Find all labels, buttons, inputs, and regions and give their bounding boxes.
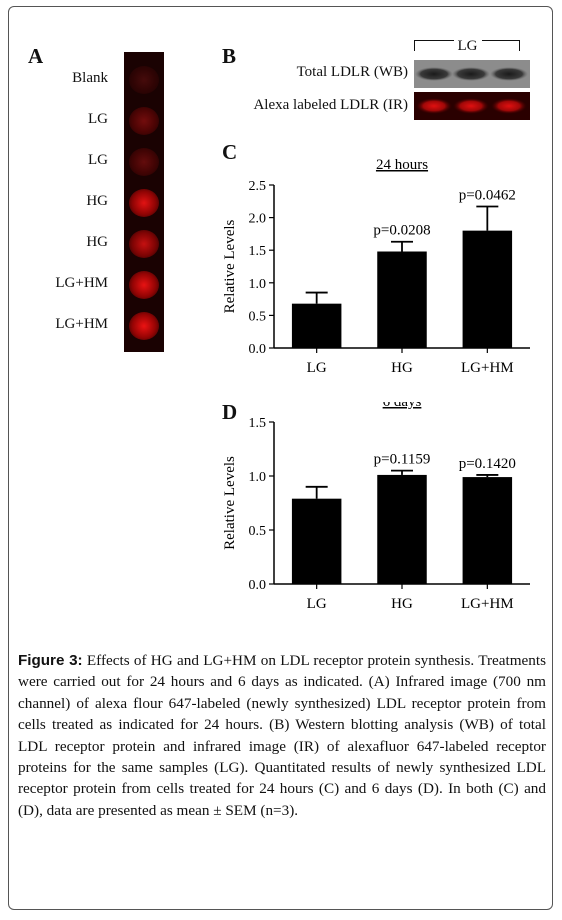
panel-b-row-label-wb: Total LDLR (WB): [296, 64, 408, 80]
panel-b-western-blot-image: [414, 60, 530, 88]
panel-a-sample-dot: [129, 66, 159, 94]
p-value-label: p=0.0462: [459, 188, 516, 204]
panel-b-letter: B: [222, 44, 237, 68]
panel-a-sample-dot: [129, 148, 159, 176]
y-tick-label: 0.5: [249, 309, 267, 324]
bar: [462, 477, 513, 584]
panel-a-lane-label: LG+HM: [55, 275, 108, 291]
panel-a-lane-label: LG: [88, 111, 108, 127]
panel-c-bar-chart: 24 hours Relative Levels 0.0 0.5 1.0 1.5 2.0 2.…: [222, 157, 530, 376]
bar: [377, 251, 427, 348]
panel-a-sample-dot: [129, 271, 159, 299]
caption-text: Effects of HG and LG+HM on LDL receptor …: [18, 652, 546, 819]
panel-a-letter: A: [28, 44, 44, 68]
y-tick-label: 1.5: [249, 244, 267, 259]
y-axis-label: Relative Levels: [222, 219, 238, 313]
x-tick-label: LG: [307, 596, 327, 612]
figure-frame: [8, 6, 553, 910]
panel-a-sample-dot: [129, 230, 159, 258]
panel-a-sample-dot: [129, 189, 159, 217]
panel-a-lane-label: LG: [88, 152, 108, 168]
y-tick-label: 1.0: [249, 277, 267, 292]
chart-title: 24 hours: [376, 157, 428, 173]
panel-a-lane-label: HG: [86, 234, 108, 250]
panel-a-sample-dot: [129, 312, 159, 340]
y-tick-label: 0.0: [249, 578, 267, 593]
bar: [377, 474, 427, 584]
bar: [291, 498, 342, 584]
x-tick-label: HG: [391, 360, 413, 376]
bar: [462, 230, 513, 348]
chart-title: 6 days: [383, 402, 422, 410]
panel-a-sample-dot: [129, 107, 159, 135]
caption-label: Figure 3:: [18, 652, 83, 669]
p-value-label: p=0.1420: [459, 456, 516, 472]
panel-d-bar-chart: 6 days Relative Levels 0.0 0.5 1.0 1.5 LG HG p=0…: [222, 402, 530, 612]
x-tick-label: LG: [307, 360, 327, 376]
p-value-label: p=0.1159: [374, 452, 431, 468]
x-tick-label: HG: [391, 596, 413, 612]
y-tick-label: 1.5: [249, 416, 267, 431]
y-tick-label: 0.5: [249, 524, 267, 539]
x-tick-label: LG+HM: [461, 596, 514, 612]
panel-d-letter: D: [222, 400, 238, 424]
panel-b-group-label-wrap: LG: [414, 38, 521, 57]
p-value-label: p=0.0208: [373, 223, 430, 239]
panel-a-lane-label: HG: [86, 193, 108, 209]
x-tick-label: LG+HM: [461, 360, 514, 376]
y-tick-label: 1.0: [249, 470, 267, 485]
y-tick-label: 0.0: [249, 342, 267, 357]
panel-b-infrared-image: [414, 92, 530, 120]
panel-a-infrared-strip: [124, 52, 164, 352]
panel-b-row-label-ir: Alexa labeled LDLR (IR): [253, 97, 408, 113]
panel-b-group-label: LG: [453, 38, 482, 54]
y-axis-label: Relative Levels: [222, 456, 238, 550]
panel-a-lane-label: Blank: [72, 70, 108, 86]
figure-caption: Figure 3: Effects of HG and LG+HM on LDL…: [18, 650, 546, 821]
panel-a-lane-label: LG+HM: [55, 316, 108, 332]
bar: [291, 303, 342, 348]
panel-c-letter: C: [222, 140, 238, 164]
y-tick-label: 2.5: [249, 179, 267, 194]
y-tick-label: 2.0: [249, 212, 267, 227]
